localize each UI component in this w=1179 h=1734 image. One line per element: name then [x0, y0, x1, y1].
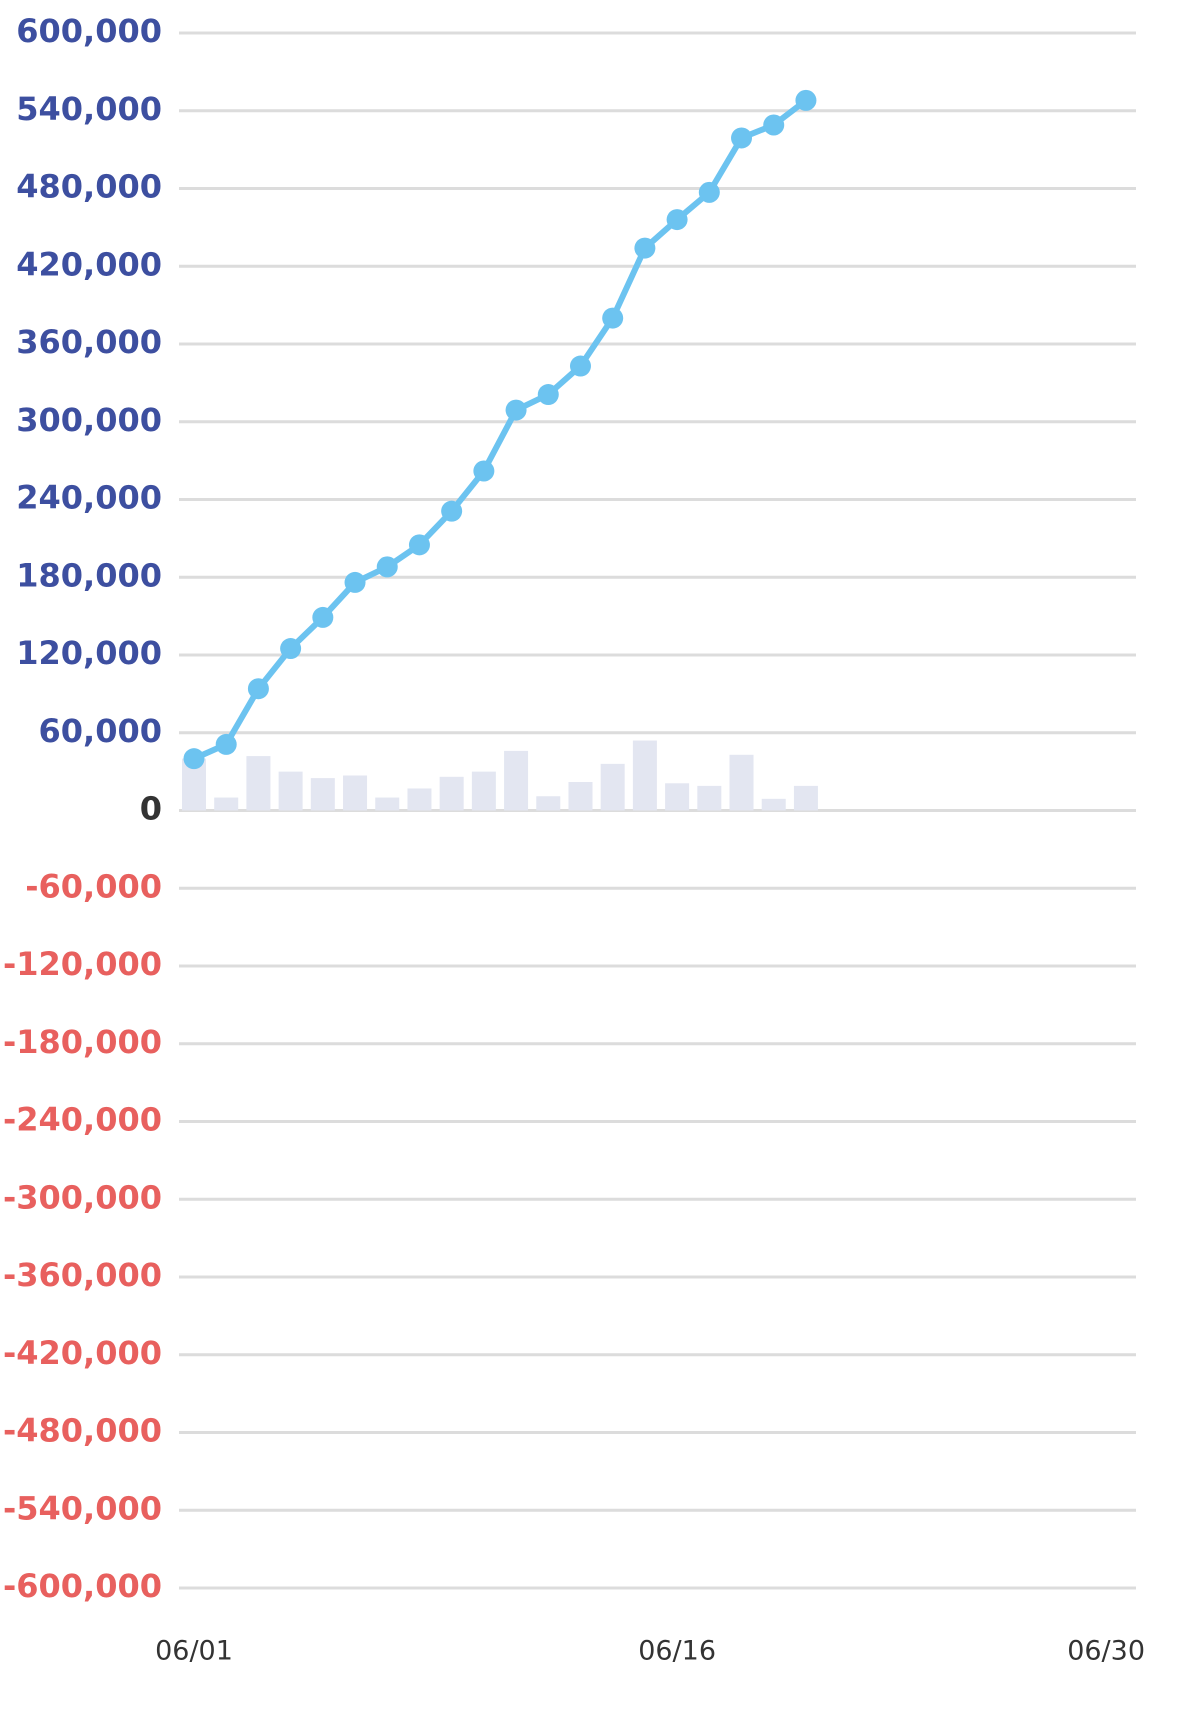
bar — [375, 797, 400, 811]
point — [312, 606, 334, 628]
y-tick-label: 540,000 — [16, 90, 162, 128]
point — [183, 748, 205, 770]
point — [376, 556, 398, 578]
y-tick-label: -420,000 — [3, 1334, 162, 1372]
y-tick-label: -180,000 — [3, 1023, 162, 1061]
point — [666, 209, 688, 231]
y-tick-label: 180,000 — [16, 556, 162, 594]
bar — [600, 763, 625, 811]
point — [473, 460, 495, 482]
bar — [632, 740, 657, 811]
bar — [729, 754, 754, 811]
bar — [761, 798, 786, 811]
bar — [246, 756, 271, 811]
point — [569, 355, 591, 377]
point — [408, 534, 430, 556]
bar — [793, 785, 818, 811]
bar — [536, 796, 561, 811]
y-tick-label: -300,000 — [3, 1178, 162, 1216]
x-tick-label: 06/30 — [1067, 1636, 1145, 1667]
point — [505, 399, 527, 421]
y-tick-label: 600,000 — [16, 12, 162, 50]
y-tick-label: -540,000 — [3, 1489, 162, 1527]
bar — [665, 783, 690, 811]
point — [698, 181, 720, 203]
bar — [214, 797, 239, 811]
y-tick-label: -360,000 — [3, 1256, 162, 1294]
bar — [504, 750, 529, 811]
y-tick-label: -480,000 — [3, 1412, 162, 1450]
point — [247, 678, 269, 700]
bar — [310, 778, 335, 811]
point — [731, 127, 753, 149]
y-tick-label: -120,000 — [3, 945, 162, 983]
point — [795, 89, 817, 111]
point — [344, 571, 366, 593]
point — [441, 500, 463, 522]
point — [215, 733, 237, 755]
bar — [439, 776, 464, 811]
x-tick-label: 06/16 — [638, 1636, 716, 1667]
bar — [407, 788, 432, 811]
y-tick-label: 360,000 — [16, 323, 162, 361]
point — [280, 638, 302, 660]
bar — [343, 775, 368, 811]
y-tick-label: -60,000 — [25, 867, 162, 905]
y-tick-label: 60,000 — [39, 712, 162, 750]
y-tick-label: 240,000 — [16, 479, 162, 517]
y-tick-label: 420,000 — [16, 245, 162, 283]
bar — [697, 785, 722, 811]
bar — [568, 781, 593, 811]
y-tick-label: -240,000 — [3, 1101, 162, 1139]
y-tick-label: -600,000 — [3, 1567, 162, 1605]
y-tick-label: 300,000 — [16, 401, 162, 439]
x-tick-label: 06/01 — [155, 1636, 233, 1667]
y-tick-label: 0 — [140, 790, 162, 828]
y-tick-label: 480,000 — [16, 168, 162, 206]
bar — [278, 771, 303, 811]
point — [602, 307, 624, 329]
y-tick-label: 120,000 — [16, 634, 162, 672]
point — [763, 114, 785, 136]
point — [537, 384, 559, 406]
point — [634, 237, 656, 259]
bar — [471, 771, 496, 811]
